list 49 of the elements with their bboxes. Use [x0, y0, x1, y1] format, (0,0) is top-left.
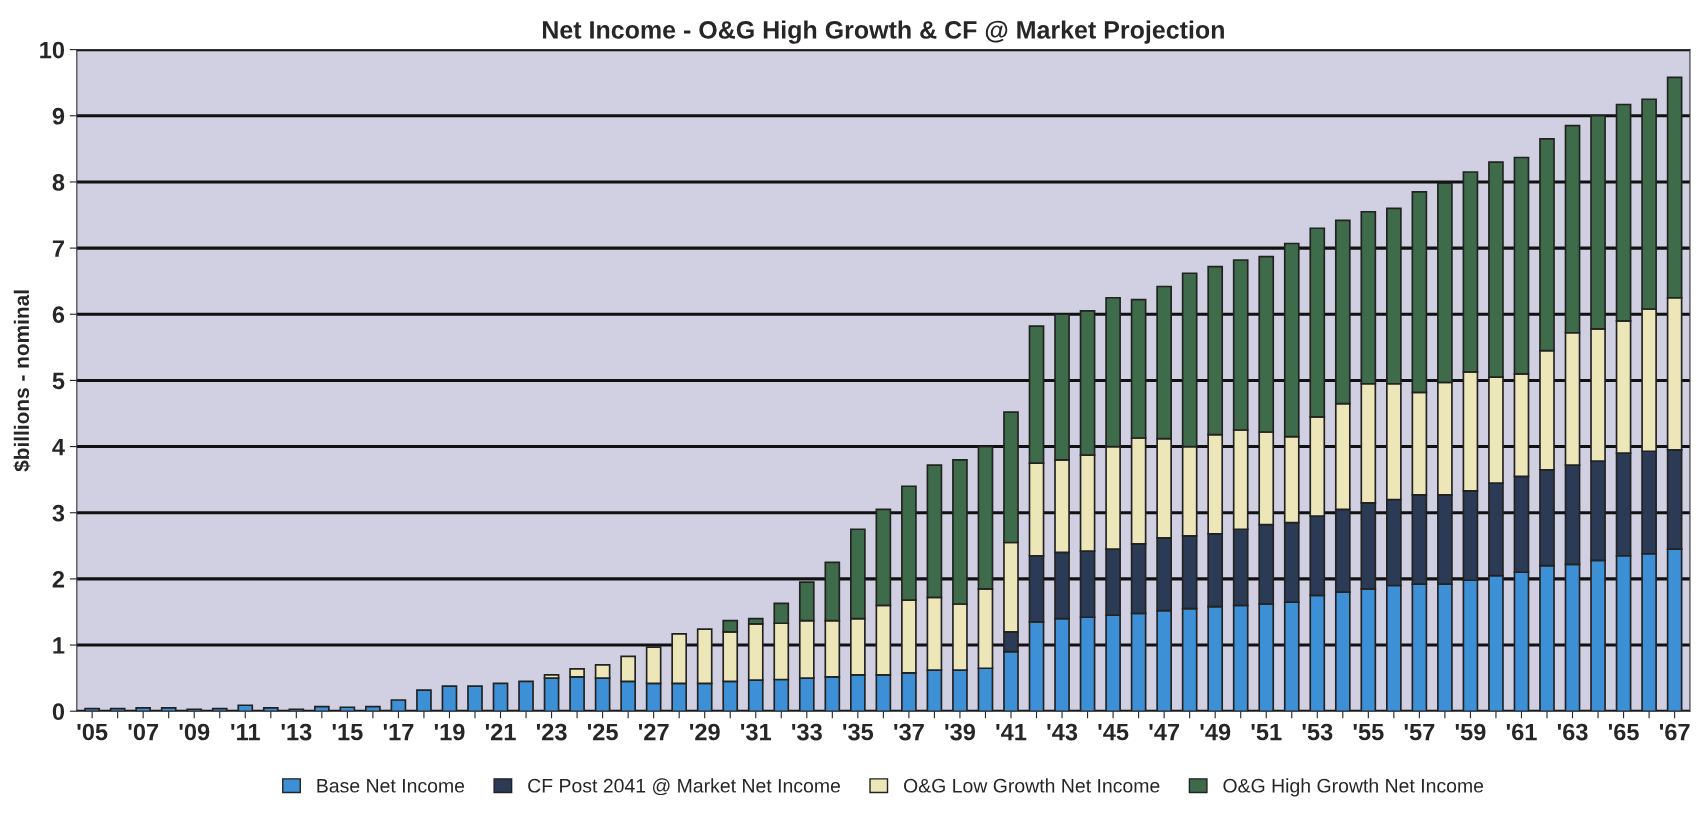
x-tick-label: '29 — [690, 723, 720, 741]
x-tick-label: '19 — [434, 723, 465, 741]
x-tick-label: '07 — [128, 723, 159, 741]
legend-label: O&G Low Growth Net Income — [903, 778, 1160, 793]
y-tick-label: 3 — [52, 504, 65, 522]
x-tick-label: '47 — [1149, 723, 1180, 741]
y-tick-label: 1 — [53, 637, 65, 654]
x-tick-label: '65 — [1608, 723, 1639, 741]
x-tick-label: '41 — [996, 723, 1027, 741]
x-tick-label: '09 — [179, 723, 210, 741]
x-tick-label: '25 — [587, 723, 618, 741]
x-tick-label: '67 — [1659, 723, 1690, 741]
x-tick-label: '11 — [231, 723, 260, 741]
x-tick-label: '05 — [77, 723, 108, 741]
x-tick-label: '39 — [945, 723, 976, 741]
y-tick-label: 8 — [52, 174, 65, 191]
x-tick-label: '59 — [1455, 723, 1486, 741]
x-tick-label: '61 — [1506, 723, 1537, 741]
x-tick-label: '49 — [1200, 723, 1231, 741]
x-tick-label: '53 — [1302, 723, 1333, 741]
y-tick-label: 5 — [52, 372, 65, 390]
legend-label: CF Post 2041 @ Market Net Income — [528, 778, 841, 796]
x-tick-label: '37 — [894, 723, 924, 741]
y-tick-label: 6 — [52, 306, 65, 324]
y-tick-label: 9 — [52, 107, 65, 125]
y-tick-label: 4 — [52, 438, 65, 456]
x-tick-label: '21 — [485, 723, 516, 741]
y-tick-label: 7 — [52, 240, 64, 257]
x-tick-label: '33 — [792, 723, 822, 741]
x-tick-label: '13 — [281, 723, 312, 741]
legend-label: O&G High Growth Net Income — [1223, 778, 1484, 797]
x-tick-label: '43 — [1047, 723, 1078, 741]
x-tick-label: '63 — [1557, 723, 1588, 741]
y-tick-label: 2 — [52, 570, 65, 588]
y-tick-label: 10 — [40, 41, 65, 59]
legend-label: Base Net Income — [317, 779, 465, 793]
x-tick-label: '57 — [1404, 723, 1435, 741]
x-tick-label: '35 — [843, 723, 874, 741]
x-tick-label: '45 — [1098, 723, 1129, 741]
y-tick-label: 0 — [52, 703, 65, 721]
x-tick-label: '55 — [1353, 723, 1384, 741]
x-tick-label: '31 — [741, 723, 772, 741]
x-tick-label: '17 — [383, 723, 414, 741]
y-axis-title: $billions - nominal — [13, 290, 31, 472]
x-tick-label: '23 — [536, 723, 567, 741]
chart-title: Net Income - O&G High Growth & CF @ Market Projection — [542, 20, 1224, 44]
x-tick-label: '51 — [1251, 723, 1282, 741]
x-tick-label: '27 — [638, 723, 669, 741]
x-tick-label: '15 — [332, 723, 363, 741]
